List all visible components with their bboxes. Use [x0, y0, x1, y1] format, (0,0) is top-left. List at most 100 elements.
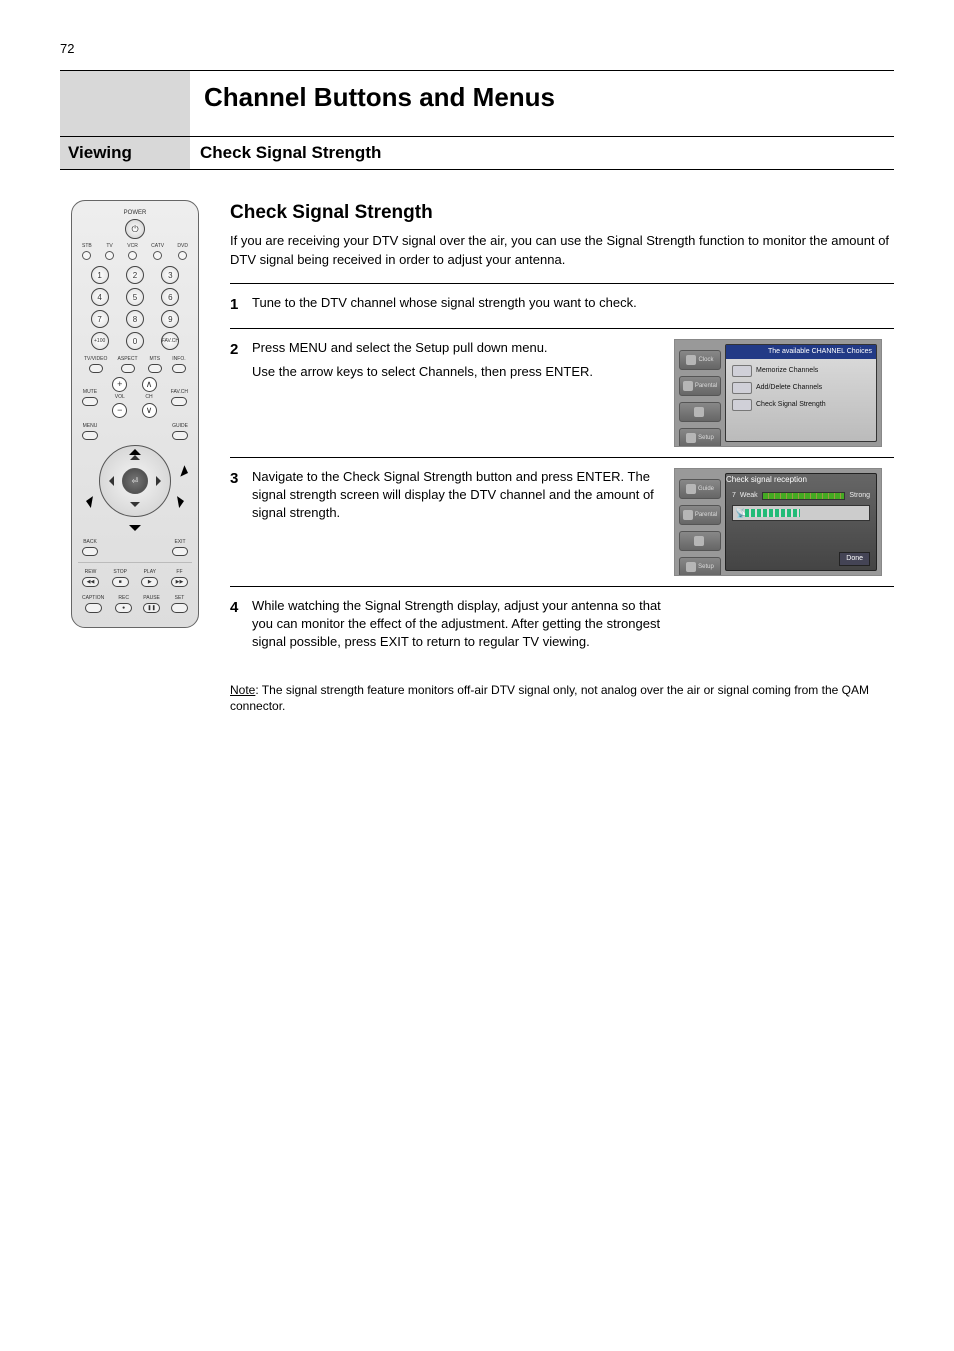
rec-label: REC	[118, 595, 129, 602]
dpad-right-icon	[156, 476, 166, 486]
osd-tab: Setup	[679, 557, 721, 576]
menu-guide-row: MENU GUIDE	[78, 420, 192, 443]
favch-button	[171, 397, 187, 406]
remote-illustration: POWER ⏻ STB TV VCR CATV DVD 1 2 3 4 5 6 …	[71, 200, 199, 628]
steps-list: 1 Tune to the DTV channel whose signal s…	[230, 283, 894, 668]
osd-second-bar: 📡	[732, 505, 870, 521]
osd-items: Memorize Channels Add/Delete Channels Ch…	[726, 359, 876, 417]
mute-label: MUTE	[83, 389, 97, 396]
exit-label: EXIT	[174, 539, 185, 546]
mode-dvd: DVD	[177, 243, 188, 250]
step-body: While watching the Signal Strength displ…	[252, 597, 674, 658]
back-label: BACK	[83, 539, 97, 546]
callout-arrow-icon	[79, 494, 93, 508]
callout-arrow-icon	[177, 494, 191, 508]
step-image-col: Clock Parental Setup The available CHANN…	[674, 339, 894, 447]
osd-panel: The available CHANNEL Choices Memorize C…	[725, 344, 877, 442]
page-number: 72	[60, 40, 74, 58]
step-text: While watching the Signal Strength displ…	[252, 597, 664, 652]
osd-item: Add/Delete Channels	[732, 382, 870, 394]
favch-label: FAV.CH	[171, 389, 188, 396]
osd-panel: Check signal reception 7 Weak Strong 📡	[725, 473, 877, 571]
ch-column: ∧ CH ∨	[142, 377, 157, 418]
step-number: 1	[230, 294, 252, 318]
menu-label: MENU	[83, 423, 98, 430]
dpad-wrap: ⏎	[78, 445, 192, 535]
osd-tab: Clock	[679, 350, 721, 370]
osd-item: Memorize Channels	[732, 365, 870, 377]
caption-button	[85, 603, 102, 613]
header-bar: Channel Buttons and Menus	[60, 70, 894, 136]
num-5: 5	[126, 288, 144, 306]
vol-label: VOL	[115, 394, 125, 401]
osd-tab: Guide	[679, 479, 721, 499]
osd-tab: Parental	[679, 505, 721, 525]
stop-button: ■	[112, 577, 129, 587]
pause-label: PAUSE	[143, 595, 160, 602]
transport-row-1: REW◀◀ STOP■ PLAY▶ FF▶▶	[78, 562, 192, 589]
num-favch: FAV.CH	[161, 332, 179, 350]
mode-catv: CATV	[151, 243, 164, 250]
dpad-down-icon	[130, 502, 140, 512]
osd-screenshot-channels: Clock Parental Setup The available CHANN…	[674, 339, 882, 447]
osd-titlebar: Check signal reception	[726, 474, 876, 485]
fn-aspect: ASPECT	[118, 356, 138, 363]
done-button: Done	[839, 552, 870, 566]
ch-indicator: 7	[732, 491, 736, 501]
header-title: Channel Buttons and Menus	[190, 70, 894, 136]
exit-button	[172, 547, 188, 556]
fn-mts: MTS	[149, 356, 160, 363]
step-text: Tune to the DTV channel whose signal str…	[252, 294, 664, 312]
weak-label: Weak	[740, 491, 758, 501]
osd-item: Check Signal Strength	[732, 399, 870, 411]
callout-arrow-icon	[129, 525, 141, 537]
subheader-left: Viewing	[60, 137, 190, 169]
set-label: SET	[175, 595, 185, 602]
play-button: ▶	[141, 577, 158, 587]
power-label: POWER	[78, 209, 192, 217]
vol-ch-row: MUTE + VOL − ∧ CH ∨ FAV.CH	[78, 375, 192, 420]
num-9: 9	[161, 310, 179, 328]
back-exit-row: BACK EXIT	[78, 537, 192, 558]
caption-label: CAPTION	[82, 595, 104, 602]
enter-icon: ⏎	[132, 476, 139, 487]
step-image-col: Guide Parental Setup Check signal recept…	[674, 468, 894, 576]
subheader-right: Check Signal Strength	[190, 137, 894, 169]
step-text: Use the arrow keys to select Channels, t…	[252, 363, 664, 381]
step-number: 2	[230, 339, 252, 447]
left-column: POWER ⏻ STB TV VCR CATV DVD 1 2 3 4 5 6 …	[60, 200, 210, 715]
transport-row-2: CAPTION REC● PAUSE❚❚ SET	[78, 593, 192, 615]
fn-info: INFO.	[172, 356, 185, 363]
subheader-bar: Viewing Check Signal Strength	[60, 136, 894, 170]
dpad-left-icon	[104, 476, 114, 486]
rew-button: ◀◀	[82, 577, 99, 587]
callout-arrow-icon	[129, 443, 141, 455]
osd-tab	[679, 402, 721, 422]
fn-tvvideo: TV/VIDEO	[84, 356, 107, 363]
note-label: Note	[230, 683, 255, 697]
set-button	[171, 603, 188, 613]
right-column: Check Signal Strength If you are receivi…	[210, 200, 894, 715]
strong-label: Strong	[849, 491, 870, 501]
step-2: 2 Press MENU and select the Setup pull d…	[230, 328, 894, 457]
osd-tab: Setup	[679, 428, 721, 447]
vol-column: + VOL −	[112, 377, 127, 418]
step-image-col	[674, 294, 894, 318]
step-body: Navigate to the Check Signal Strength bu…	[252, 468, 674, 576]
num-7: 7	[91, 310, 109, 328]
mode-row: STB TV VCR CATV DVD	[78, 243, 192, 260]
bar-fill	[745, 509, 800, 517]
ff-button: ▶▶	[171, 577, 188, 587]
strength-bar	[762, 492, 846, 500]
callout-arrow-icon	[180, 465, 195, 480]
rew-label: REW	[85, 569, 97, 576]
step-text: Press MENU and select the Setup pull dow…	[252, 339, 664, 357]
osd-side-tabs: Clock Parental Setup	[675, 346, 725, 447]
section-intro: If you are receiving your DTV signal ove…	[230, 232, 894, 268]
header-left-cell	[60, 70, 190, 136]
menu-button	[82, 431, 98, 440]
num-3: 3	[161, 266, 179, 284]
num-8: 8	[126, 310, 144, 328]
step-number: 4	[230, 597, 252, 658]
mode-vcr: VCR	[127, 243, 138, 250]
